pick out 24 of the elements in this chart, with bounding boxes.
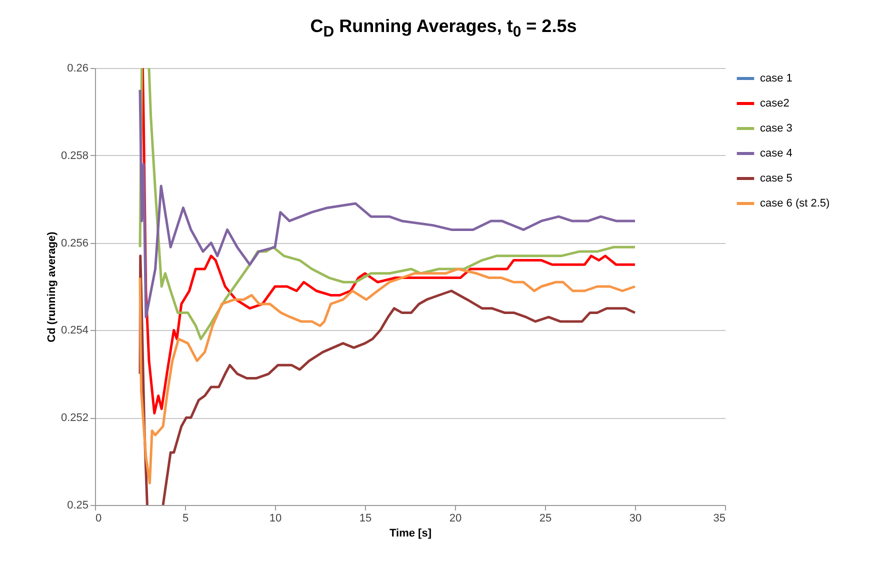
- x-tick-label: 15: [359, 512, 372, 524]
- y-tick-label: 0.25: [67, 500, 88, 512]
- x-axis-title: Time [s]: [390, 528, 432, 540]
- legend-label: case 6 (st 2.5): [760, 198, 830, 210]
- y-tick-label: 0.258: [60, 150, 88, 162]
- legend-label: case 3: [760, 122, 792, 134]
- x-tick-label: 10: [269, 512, 282, 524]
- y-axis-title: Cd (running average): [46, 231, 58, 342]
- legend-label: case 1: [760, 72, 792, 84]
- legend-label: case 5: [760, 172, 792, 184]
- y-tick-label: 0.254: [60, 324, 88, 337]
- line-series: [138, 88, 636, 318]
- y-tick-label: 0.26: [67, 62, 88, 74]
- legend-label: case 4: [760, 148, 792, 160]
- x-tick-label: 5: [182, 512, 189, 524]
- y-tick-label: 0.252: [60, 412, 88, 424]
- x-tick-label: 30: [629, 512, 642, 524]
- x-tick-label: 20: [449, 512, 462, 524]
- chart-title: C$_{D}$ Running Averages, t$_{0}$ = 2.5s: [309, 15, 578, 42]
- x-tick-label: 35: [713, 512, 726, 524]
- y-tick-label: 0.256: [60, 237, 88, 250]
- x-tick-label: 25: [539, 512, 552, 524]
- x-tick-label: 0: [96, 512, 102, 524]
- legend-label: case2: [760, 98, 790, 110]
